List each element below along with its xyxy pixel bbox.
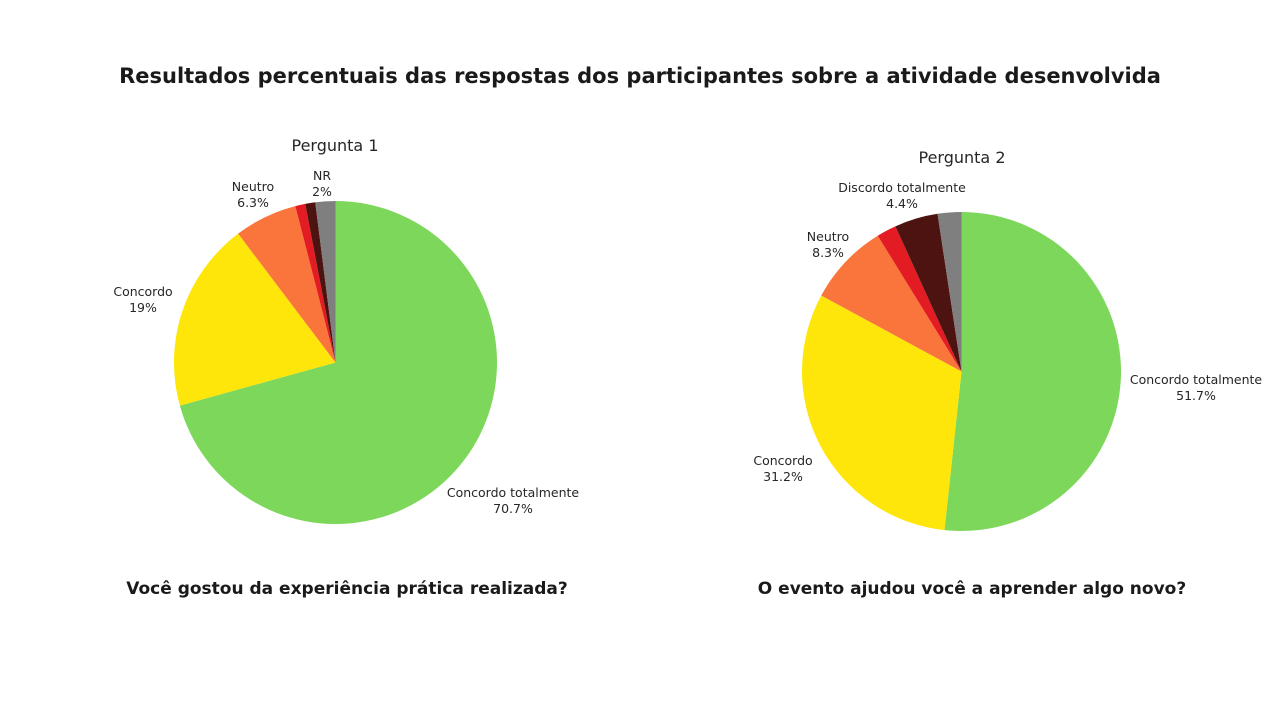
slice-label-pct: 31.2% — [763, 469, 803, 485]
slice-label-discordo-totalmente-2: Discordo totalmente 4.4% — [838, 180, 966, 213]
slice-label-pct: 8.3% — [812, 245, 844, 261]
question-2: O evento ajudou você a aprender algo nov… — [757, 579, 1187, 599]
slice-label-pct: 4.4% — [886, 196, 918, 212]
slice-label-pct: 51.7% — [1176, 388, 1216, 404]
slice-label-concordo-totalmente-2: Concordo totalmente 51.7% — [1130, 372, 1262, 405]
slice-label-text: Concordo — [113, 284, 173, 299]
slice-label-pct: 2% — [312, 184, 332, 200]
pie-chart-pergunta-2 — [802, 212, 1121, 531]
slice-label-pct: 19% — [129, 300, 157, 316]
figure-title: Resultados percentuais das respostas dos… — [119, 64, 1161, 88]
slice-label-concordo-1: Concordo 19% — [113, 284, 172, 317]
slice-label-pct: 6.3% — [237, 195, 269, 211]
slice-label-pct: 70.7% — [493, 501, 533, 517]
slice-label-neutro-2: Neutro 8.3% — [807, 229, 849, 262]
slice-label-text: Neutro — [231, 179, 275, 194]
question-1: Você gostou da experiência prática reali… — [126, 579, 568, 599]
slice-label-text: Neutro — [806, 229, 850, 244]
chart2-title: Pergunta 2 — [918, 148, 1006, 167]
slice-label-text: Concordo — [753, 453, 813, 468]
slice-label-neutro-1: Neutro 6.3% — [232, 179, 274, 212]
slice-label-concordo-totalmente-1: Concordo totalmente 70.7% — [447, 485, 579, 518]
slice-label-concordo-2: Concordo 31.2% — [753, 453, 812, 486]
slice-label-text: Concordo totalmente — [446, 485, 580, 500]
slice-label-text: Discordo totalmente — [838, 180, 966, 195]
chart1-title: Pergunta 1 — [291, 136, 379, 155]
pie-chart-pergunta-1 — [174, 201, 497, 524]
slice-label-text: NR — [312, 168, 332, 183]
slice-label-nr: NR 2% — [312, 168, 332, 201]
slice-label-text: Concordo totalmente — [1129, 372, 1263, 387]
